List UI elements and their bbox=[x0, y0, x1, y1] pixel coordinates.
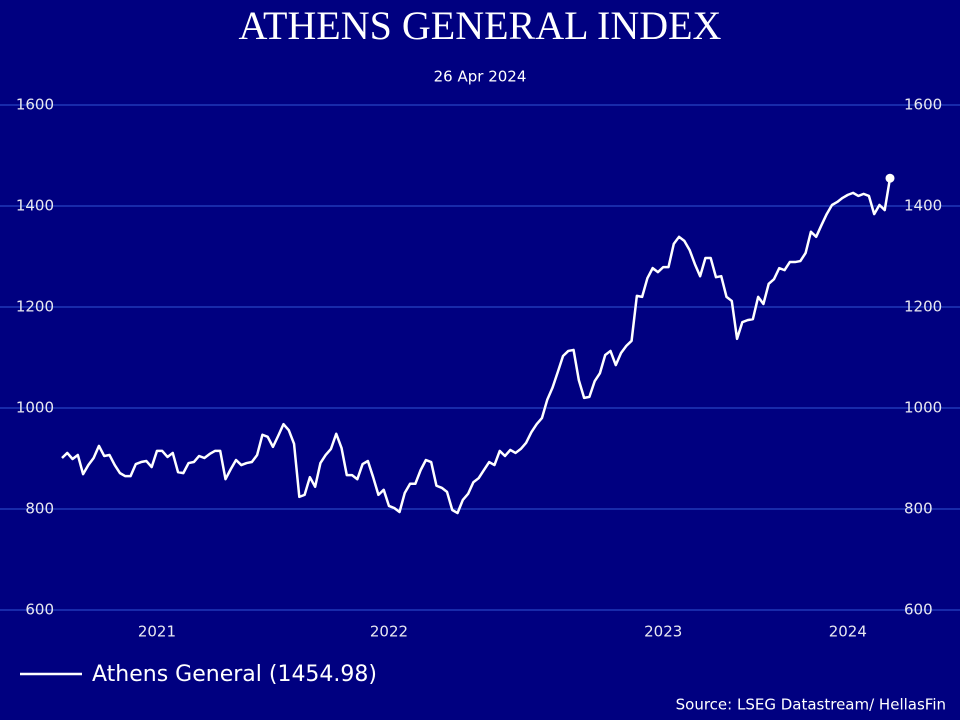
chart-title: ATHENS GENERAL INDEX bbox=[239, 3, 722, 48]
chart-subtitle: 26 Apr 2024 bbox=[434, 68, 527, 86]
y-tick-label: 600 bbox=[25, 601, 54, 619]
last-point bbox=[885, 173, 895, 183]
y-tick-label: 1200 bbox=[16, 298, 54, 316]
y2-tick-label: 1000 bbox=[904, 399, 942, 417]
x-tick-label: 2022 bbox=[370, 623, 408, 641]
x-tick-label: 2024 bbox=[829, 623, 867, 641]
source-note: Source: LSEG Datastream/ HellasFin bbox=[676, 696, 946, 714]
line-series bbox=[61, 178, 892, 515]
y-tick-label: 1600 bbox=[16, 96, 54, 114]
y-tick-label: 1000 bbox=[16, 399, 54, 417]
y-tick-label: 800 bbox=[25, 500, 54, 518]
y2-tick-label: 1200 bbox=[904, 298, 942, 316]
y2-tick-label: 1600 bbox=[904, 96, 942, 114]
y2-tick-label: 1400 bbox=[904, 197, 942, 215]
x-tick-label: 2021 bbox=[138, 623, 176, 641]
y2-tick-label: 800 bbox=[904, 500, 933, 518]
y-tick-label: 1400 bbox=[16, 197, 54, 215]
x-tick-label: 2023 bbox=[644, 623, 682, 641]
legend-label: Athens General (1454.98) bbox=[92, 662, 377, 687]
y2-tick-label: 600 bbox=[904, 601, 933, 619]
